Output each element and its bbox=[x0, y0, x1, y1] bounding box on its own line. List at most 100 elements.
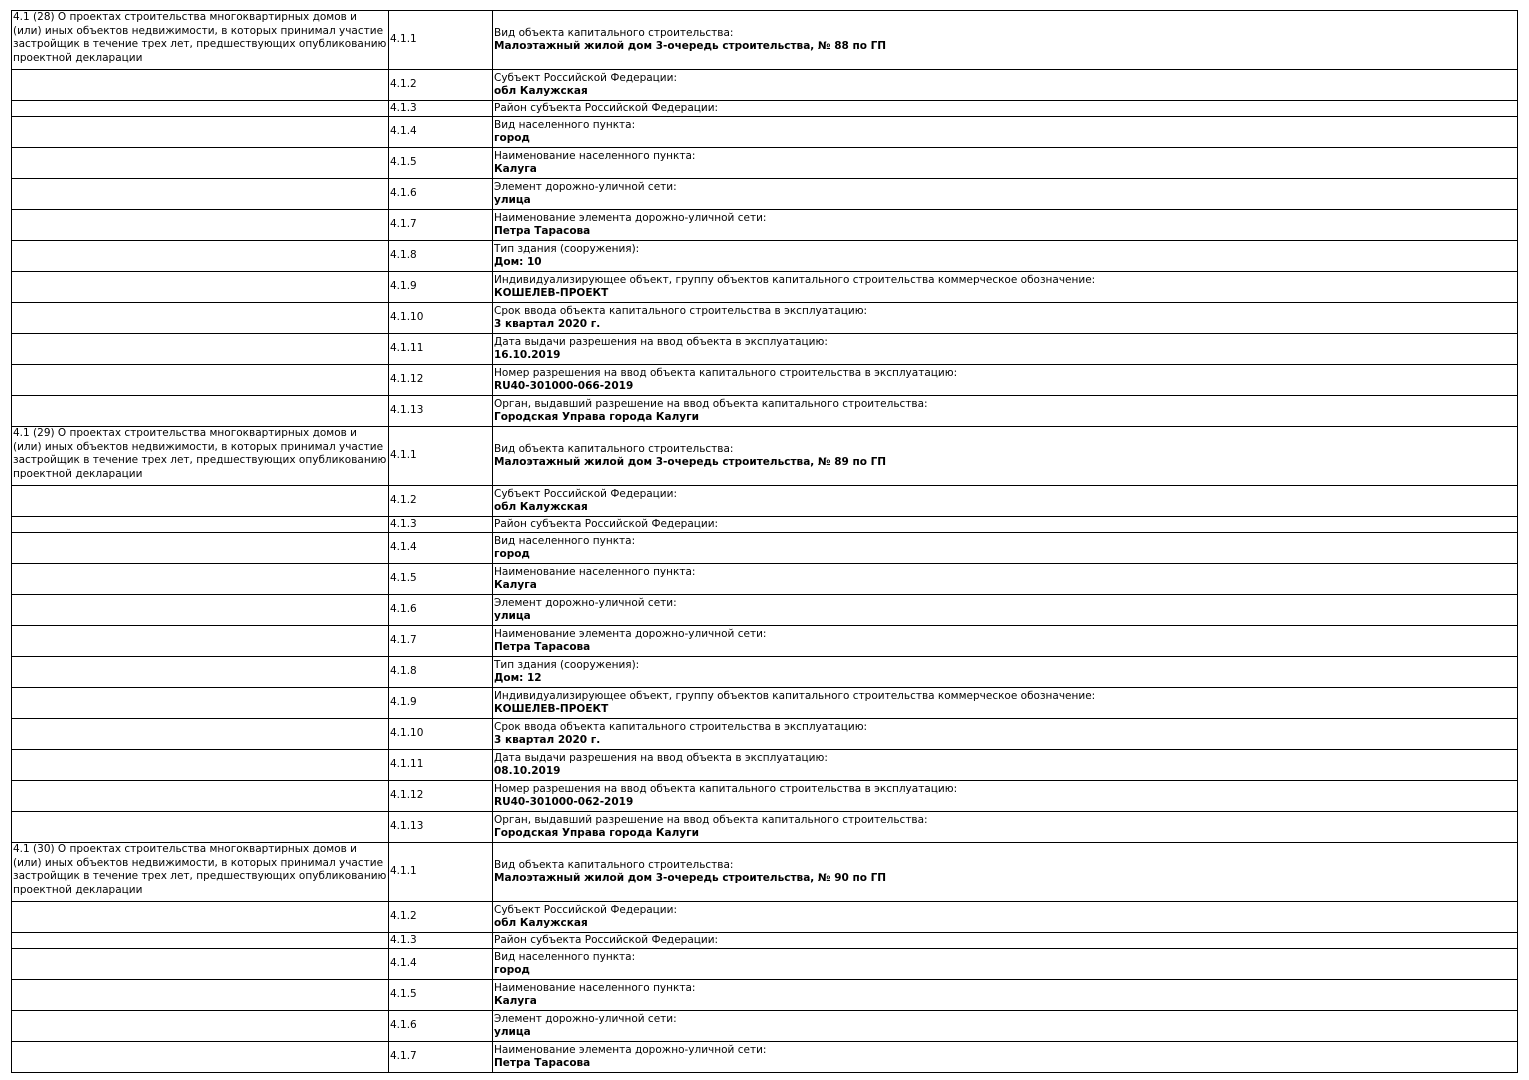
item-number: 4.1.2 bbox=[388, 901, 493, 933]
item-value: обл Калужская bbox=[494, 917, 588, 929]
table-body: 4.1 (28) О проектах строительства многок… bbox=[11, 10, 1518, 1073]
item-label: Дата выдачи разрешения на ввод объекта в… bbox=[494, 751, 828, 764]
item-value: Малоэтажный жилой дом 3-очередь строител… bbox=[494, 40, 887, 52]
item-content: Район субъекта Российской Федерации: bbox=[492, 516, 1518, 533]
item-label: Район субъекта Российской Федерации: bbox=[494, 517, 719, 530]
item-number: 4.1.1 bbox=[388, 426, 493, 486]
item-number: 4.1.5 bbox=[388, 563, 493, 595]
item-label: Вид населенного пункта: bbox=[494, 534, 636, 547]
item-content: Вид населенного пункта: город bbox=[492, 948, 1518, 980]
item-label: Наименование населенного пункта: bbox=[494, 981, 696, 994]
item-content: Элемент дорожно-уличной сети: улица bbox=[492, 594, 1518, 626]
item-value: улица bbox=[494, 610, 531, 622]
item-value: обл Калужская bbox=[494, 85, 588, 97]
item-value: Калуга bbox=[494, 163, 537, 175]
item-content: Вид объекта капитального строительства: М… bbox=[492, 10, 1518, 70]
table-row: 4.1.9 Индивидуализирующее объект, группу … bbox=[11, 687, 1518, 719]
section-cell bbox=[11, 979, 389, 1011]
section-cell bbox=[11, 749, 389, 781]
item-content: Индивидуализирующее объект, группу объек… bbox=[492, 271, 1518, 303]
table-row: 4.1.13 Орган, выдавший разрешение на ввод… bbox=[11, 395, 1518, 427]
table-row: 4.1.8 Тип здания (сооружения): Дом: 10 bbox=[11, 240, 1518, 272]
item-content: Субъект Российской Федерации: обл Калужск… bbox=[492, 901, 1518, 933]
item-content: Тип здания (сооружения): Дом: 12 bbox=[492, 656, 1518, 688]
table-row: 4.1.11 Дата выдачи разрешения на ввод объ… bbox=[11, 333, 1518, 365]
item-number: 4.1.8 bbox=[388, 240, 493, 272]
section-cell bbox=[11, 395, 389, 427]
item-label: Тип здания (сооружения): bbox=[494, 658, 640, 671]
item-value: КОШЕЛЕВ-ПРОЕКТ bbox=[494, 287, 609, 299]
item-value: Малоэтажный жилой дом 3-очередь строител… bbox=[494, 872, 887, 884]
section-cell bbox=[11, 364, 389, 396]
item-label: Вид объекта капитального строительства: bbox=[494, 442, 734, 455]
section-cell bbox=[11, 1041, 389, 1073]
section-cell bbox=[11, 948, 389, 980]
item-number: 4.1.6 bbox=[388, 178, 493, 210]
table-row: 4.1.6 Элемент дорожно-уличной сети: улица bbox=[11, 1010, 1518, 1042]
item-number: 4.1.10 bbox=[388, 718, 493, 750]
item-label: Индивидуализирующее объект, группу объек… bbox=[494, 689, 1096, 702]
item-number: 4.1.3 bbox=[388, 516, 493, 533]
table-row: 4.1.4 Вид населенного пункта: город bbox=[11, 116, 1518, 148]
section-cell bbox=[11, 901, 389, 933]
table-row: 4.1.5 Наименование населенного пункта: Кал… bbox=[11, 979, 1518, 1011]
item-content: Орган, выдавший разрешение на ввод объек… bbox=[492, 395, 1518, 427]
item-content: Дата выдачи разрешения на ввод объекта в… bbox=[492, 749, 1518, 781]
table-row: 4.1.4 Вид населенного пункта: город bbox=[11, 532, 1518, 564]
table-row: 4.1.2 Субъект Российской Федерации: обл Ка… bbox=[11, 901, 1518, 933]
section-cell bbox=[11, 69, 389, 101]
section-cell bbox=[11, 516, 389, 533]
item-content: Элемент дорожно-уличной сети: улица bbox=[492, 1010, 1518, 1042]
item-content: Номер разрешения на ввод объекта капитал… bbox=[492, 780, 1518, 812]
item-value: RU40-301000-062-2019 bbox=[494, 796, 634, 808]
item-value: обл Калужская bbox=[494, 501, 588, 513]
section-cell bbox=[11, 333, 389, 365]
item-content: Вид объекта капитального строительства: М… bbox=[492, 842, 1518, 902]
item-value: город bbox=[494, 132, 530, 144]
item-value: Городская Управа города Калуги bbox=[494, 827, 699, 839]
item-label: Наименование элемента дорожно-уличной се… bbox=[494, 627, 767, 640]
item-label: Наименование элемента дорожно-уличной се… bbox=[494, 1043, 767, 1056]
table-row: 4.1.5 Наименование населенного пункта: Кал… bbox=[11, 563, 1518, 595]
item-value: город bbox=[494, 548, 530, 560]
table-row: 4.1.7 Наименование элемента дорожно-уличн… bbox=[11, 209, 1518, 241]
item-value: Городская Управа города Калуги bbox=[494, 411, 699, 423]
table-row: 4.1.3 Район субъекта Российской Федерации… bbox=[11, 100, 1518, 117]
item-label: Номер разрешения на ввод объекта капитал… bbox=[494, 366, 958, 379]
item-value: Калуга bbox=[494, 579, 537, 591]
item-label: Субъект Российской Федерации: bbox=[494, 71, 677, 84]
item-content: Наименование населенного пункта: Калуга bbox=[492, 979, 1518, 1011]
item-number: 4.1.6 bbox=[388, 594, 493, 626]
table-row: 4.1.2 Субъект Российской Федерации: обл Ка… bbox=[11, 69, 1518, 101]
item-label: Вид населенного пункта: bbox=[494, 950, 636, 963]
item-number: 4.1.12 bbox=[388, 780, 493, 812]
item-number: 4.1.3 bbox=[388, 100, 493, 117]
item-label: Номер разрешения на ввод объекта капитал… bbox=[494, 782, 958, 795]
table-row: 4.1.8 Тип здания (сооружения): Дом: 12 bbox=[11, 656, 1518, 688]
item-number: 4.1.5 bbox=[388, 979, 493, 1011]
section-title: 4.1 (30) О проектах строительства многок… bbox=[11, 842, 389, 902]
item-content: Орган, выдавший разрешение на ввод объек… bbox=[492, 811, 1518, 843]
item-content: Район субъекта Российской Федерации: bbox=[492, 100, 1518, 117]
item-value: 08.10.2019 bbox=[494, 765, 561, 777]
section-cell bbox=[11, 100, 389, 117]
section-cell bbox=[11, 209, 389, 241]
item-content: Субъект Российской Федерации: обл Калужск… bbox=[492, 69, 1518, 101]
item-label: Элемент дорожно-уличной сети: bbox=[494, 596, 677, 609]
table-row: 4.1.6 Элемент дорожно-уличной сети: улица bbox=[11, 594, 1518, 626]
section-cell bbox=[11, 563, 389, 595]
table-row: 4.1.2 Субъект Российской Федерации: обл Ка… bbox=[11, 485, 1518, 517]
table-row: 4.1.12 Номер разрешения на ввод объекта к… bbox=[11, 780, 1518, 812]
item-number: 4.1.7 bbox=[388, 625, 493, 657]
item-number: 4.1.11 bbox=[388, 749, 493, 781]
item-number: 4.1.10 bbox=[388, 302, 493, 334]
item-label: Дата выдачи разрешения на ввод объекта в… bbox=[494, 335, 828, 348]
section-cell bbox=[11, 147, 389, 179]
item-number: 4.1.6 bbox=[388, 1010, 493, 1042]
item-number: 4.1.4 bbox=[388, 532, 493, 564]
item-number: 4.1.3 bbox=[388, 932, 493, 949]
table-row: 4.1.3 Район субъекта Российской Федерации… bbox=[11, 932, 1518, 949]
item-number: 4.1.13 bbox=[388, 395, 493, 427]
item-number: 4.1.2 bbox=[388, 69, 493, 101]
table-row: 4.1.10 Срок ввода объекта капитального ст… bbox=[11, 718, 1518, 750]
